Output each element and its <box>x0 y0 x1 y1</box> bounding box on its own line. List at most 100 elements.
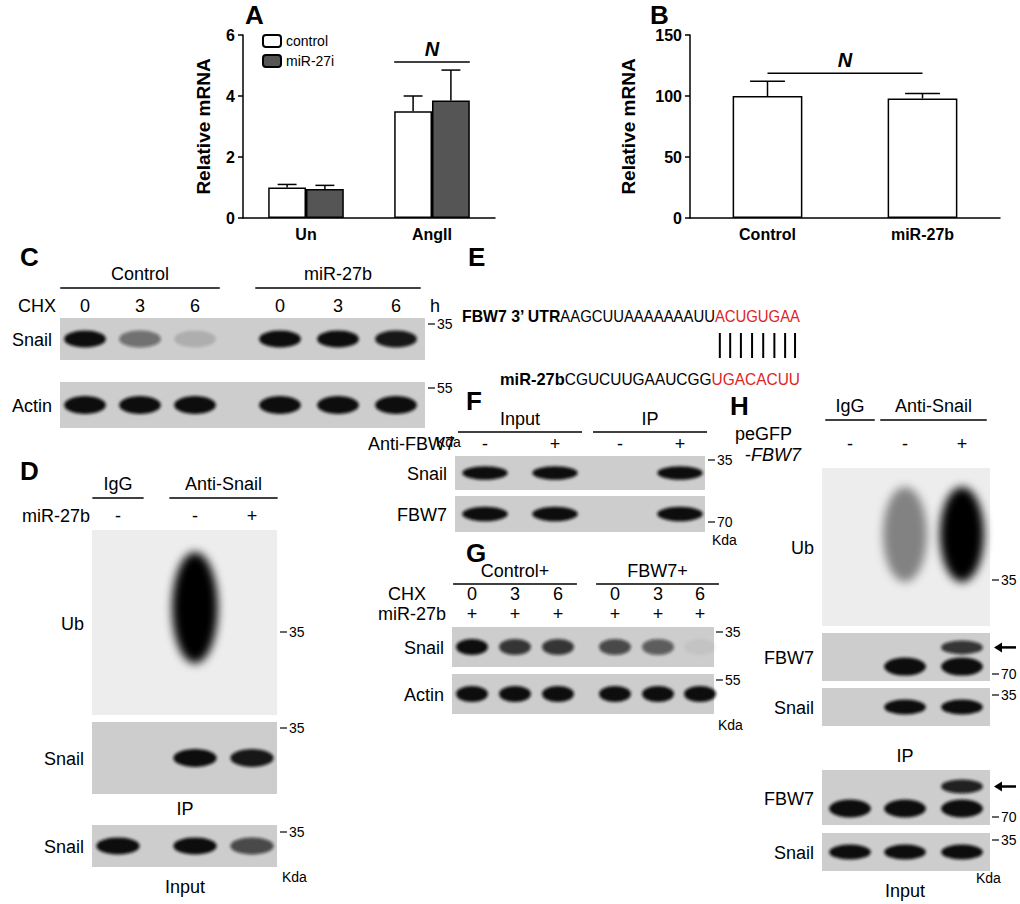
svg-text:IgG: IgG <box>103 474 132 494</box>
svg-text:Ub: Ub <box>61 614 84 634</box>
svg-text:35: 35 <box>289 624 305 640</box>
svg-text:Control: Control <box>739 226 796 243</box>
svg-text:IP: IP <box>641 409 658 429</box>
svg-text:D: D <box>20 456 39 486</box>
svg-text:F: F <box>466 386 482 416</box>
svg-text:CHX: CHX <box>388 584 426 604</box>
svg-text:Snail: Snail <box>44 749 84 769</box>
svg-text:0: 0 <box>226 210 235 227</box>
svg-text:N: N <box>838 49 853 71</box>
svg-text:0: 0 <box>673 210 682 227</box>
svg-text:3: 3 <box>135 296 145 316</box>
svg-text:FBW7: FBW7 <box>764 648 814 668</box>
svg-text:IP: IP <box>896 746 913 766</box>
svg-text:Actin: Actin <box>404 685 444 705</box>
svg-text:50: 50 <box>664 149 682 166</box>
svg-text:miR-27b: miR-27b <box>378 604 446 624</box>
svg-text:-: - <box>192 506 198 526</box>
svg-text:-: - <box>847 434 853 454</box>
svg-text:35: 35 <box>289 824 305 840</box>
svg-text:55: 55 <box>437 380 453 396</box>
svg-text:35: 35 <box>437 316 453 332</box>
svg-text:150: 150 <box>655 27 682 44</box>
svg-text:Kda: Kda <box>712 532 737 548</box>
svg-text:Relative mRNA: Relative mRNA <box>193 58 214 194</box>
svg-text:70: 70 <box>1001 809 1017 825</box>
svg-text:55: 55 <box>725 672 741 688</box>
svg-text:70: 70 <box>717 514 733 530</box>
svg-text:IP: IP <box>176 799 193 819</box>
svg-text:-: - <box>482 434 488 454</box>
svg-text:Snail: Snail <box>774 843 814 863</box>
svg-text:N: N <box>425 38 440 60</box>
svg-text:B: B <box>650 0 669 30</box>
svg-text:Un: Un <box>295 226 316 243</box>
svg-text:6: 6 <box>190 296 200 316</box>
svg-text:35: 35 <box>717 452 733 468</box>
svg-text:miR-27b: miR-27b <box>304 264 372 284</box>
svg-text:FBW7+: FBW7+ <box>627 561 688 581</box>
svg-text:0: 0 <box>467 584 477 604</box>
svg-text:+: + <box>467 604 478 624</box>
svg-text:+: + <box>610 604 621 624</box>
svg-text:peGFP: peGFP <box>735 424 792 444</box>
svg-text:Anti-FBW7: Anti-FBW7 <box>368 434 455 454</box>
svg-text:35: 35 <box>725 624 741 640</box>
svg-text:35: 35 <box>289 720 305 736</box>
svg-text:h: h <box>430 296 440 316</box>
svg-text:+: + <box>247 506 258 526</box>
svg-text:100: 100 <box>655 88 682 105</box>
svg-text:35: 35 <box>1001 572 1017 588</box>
svg-text:Input: Input <box>165 877 205 897</box>
svg-text:Control+: Control+ <box>481 561 550 581</box>
svg-text:AngII: AngII <box>412 226 452 243</box>
svg-text:Anti-Snail: Anti-Snail <box>895 396 972 416</box>
svg-text:Kda: Kda <box>436 434 461 450</box>
svg-text:3: 3 <box>510 584 520 604</box>
svg-text:Input: Input <box>885 881 925 901</box>
svg-text:6: 6 <box>695 584 705 604</box>
svg-text:-: - <box>115 506 121 526</box>
svg-text:CHX: CHX <box>18 296 56 316</box>
svg-text:Actin: Actin <box>12 396 52 416</box>
svg-text:-: - <box>617 434 623 454</box>
svg-text:FBW7 3’ UTRAAGCUUAAAAAAAUUACUG: FBW7 3’ UTRAAGCUUAAAAAAAUUACUGUGAA <box>462 307 800 326</box>
svg-text:E: E <box>468 242 485 272</box>
svg-text:control: control <box>286 33 328 49</box>
svg-text:miR-27b: miR-27b <box>891 226 954 243</box>
svg-text:0: 0 <box>80 296 90 316</box>
svg-text:Snail: Snail <box>774 698 814 718</box>
svg-text:-: - <box>902 434 908 454</box>
svg-text:Kda: Kda <box>282 869 307 885</box>
svg-text:A: A <box>245 0 264 30</box>
svg-text:+: + <box>510 604 521 624</box>
svg-text:3: 3 <box>333 296 343 316</box>
svg-text:miR-27i: miR-27i <box>286 53 334 69</box>
svg-text:Ub: Ub <box>791 538 814 558</box>
svg-text:+: + <box>550 434 561 454</box>
svg-text:70: 70 <box>1001 666 1017 682</box>
svg-text:Input: Input <box>500 409 540 429</box>
svg-text:2: 2 <box>226 149 235 166</box>
svg-text:+: + <box>553 604 564 624</box>
svg-text:Anti-Snail: Anti-Snail <box>185 474 262 494</box>
svg-text:miR-27b: miR-27b <box>22 506 90 526</box>
svg-text:35: 35 <box>1001 687 1017 703</box>
svg-text:IgG: IgG <box>835 396 864 416</box>
svg-text:Control: Control <box>111 264 169 284</box>
svg-text:H: H <box>730 391 749 421</box>
svg-text:35: 35 <box>1001 832 1017 848</box>
svg-text:C: C <box>20 242 39 272</box>
svg-text:+: + <box>957 434 968 454</box>
svg-text:Relative mRNA: Relative mRNA <box>618 58 639 194</box>
svg-text:+: + <box>675 434 686 454</box>
svg-text:0: 0 <box>275 296 285 316</box>
svg-text:+: + <box>695 604 706 624</box>
svg-text:6: 6 <box>226 27 235 44</box>
svg-text:3: 3 <box>653 584 663 604</box>
svg-text:FBW7: FBW7 <box>764 789 814 809</box>
svg-text:6: 6 <box>391 296 401 316</box>
svg-text:FBW7: FBW7 <box>397 505 447 525</box>
svg-text:miR-27bCGUCUUGAAUCGGUGACACUU: miR-27bCGUCUUGAAUCGGUGACACUU <box>500 370 800 389</box>
svg-text:Kda: Kda <box>976 870 1001 886</box>
